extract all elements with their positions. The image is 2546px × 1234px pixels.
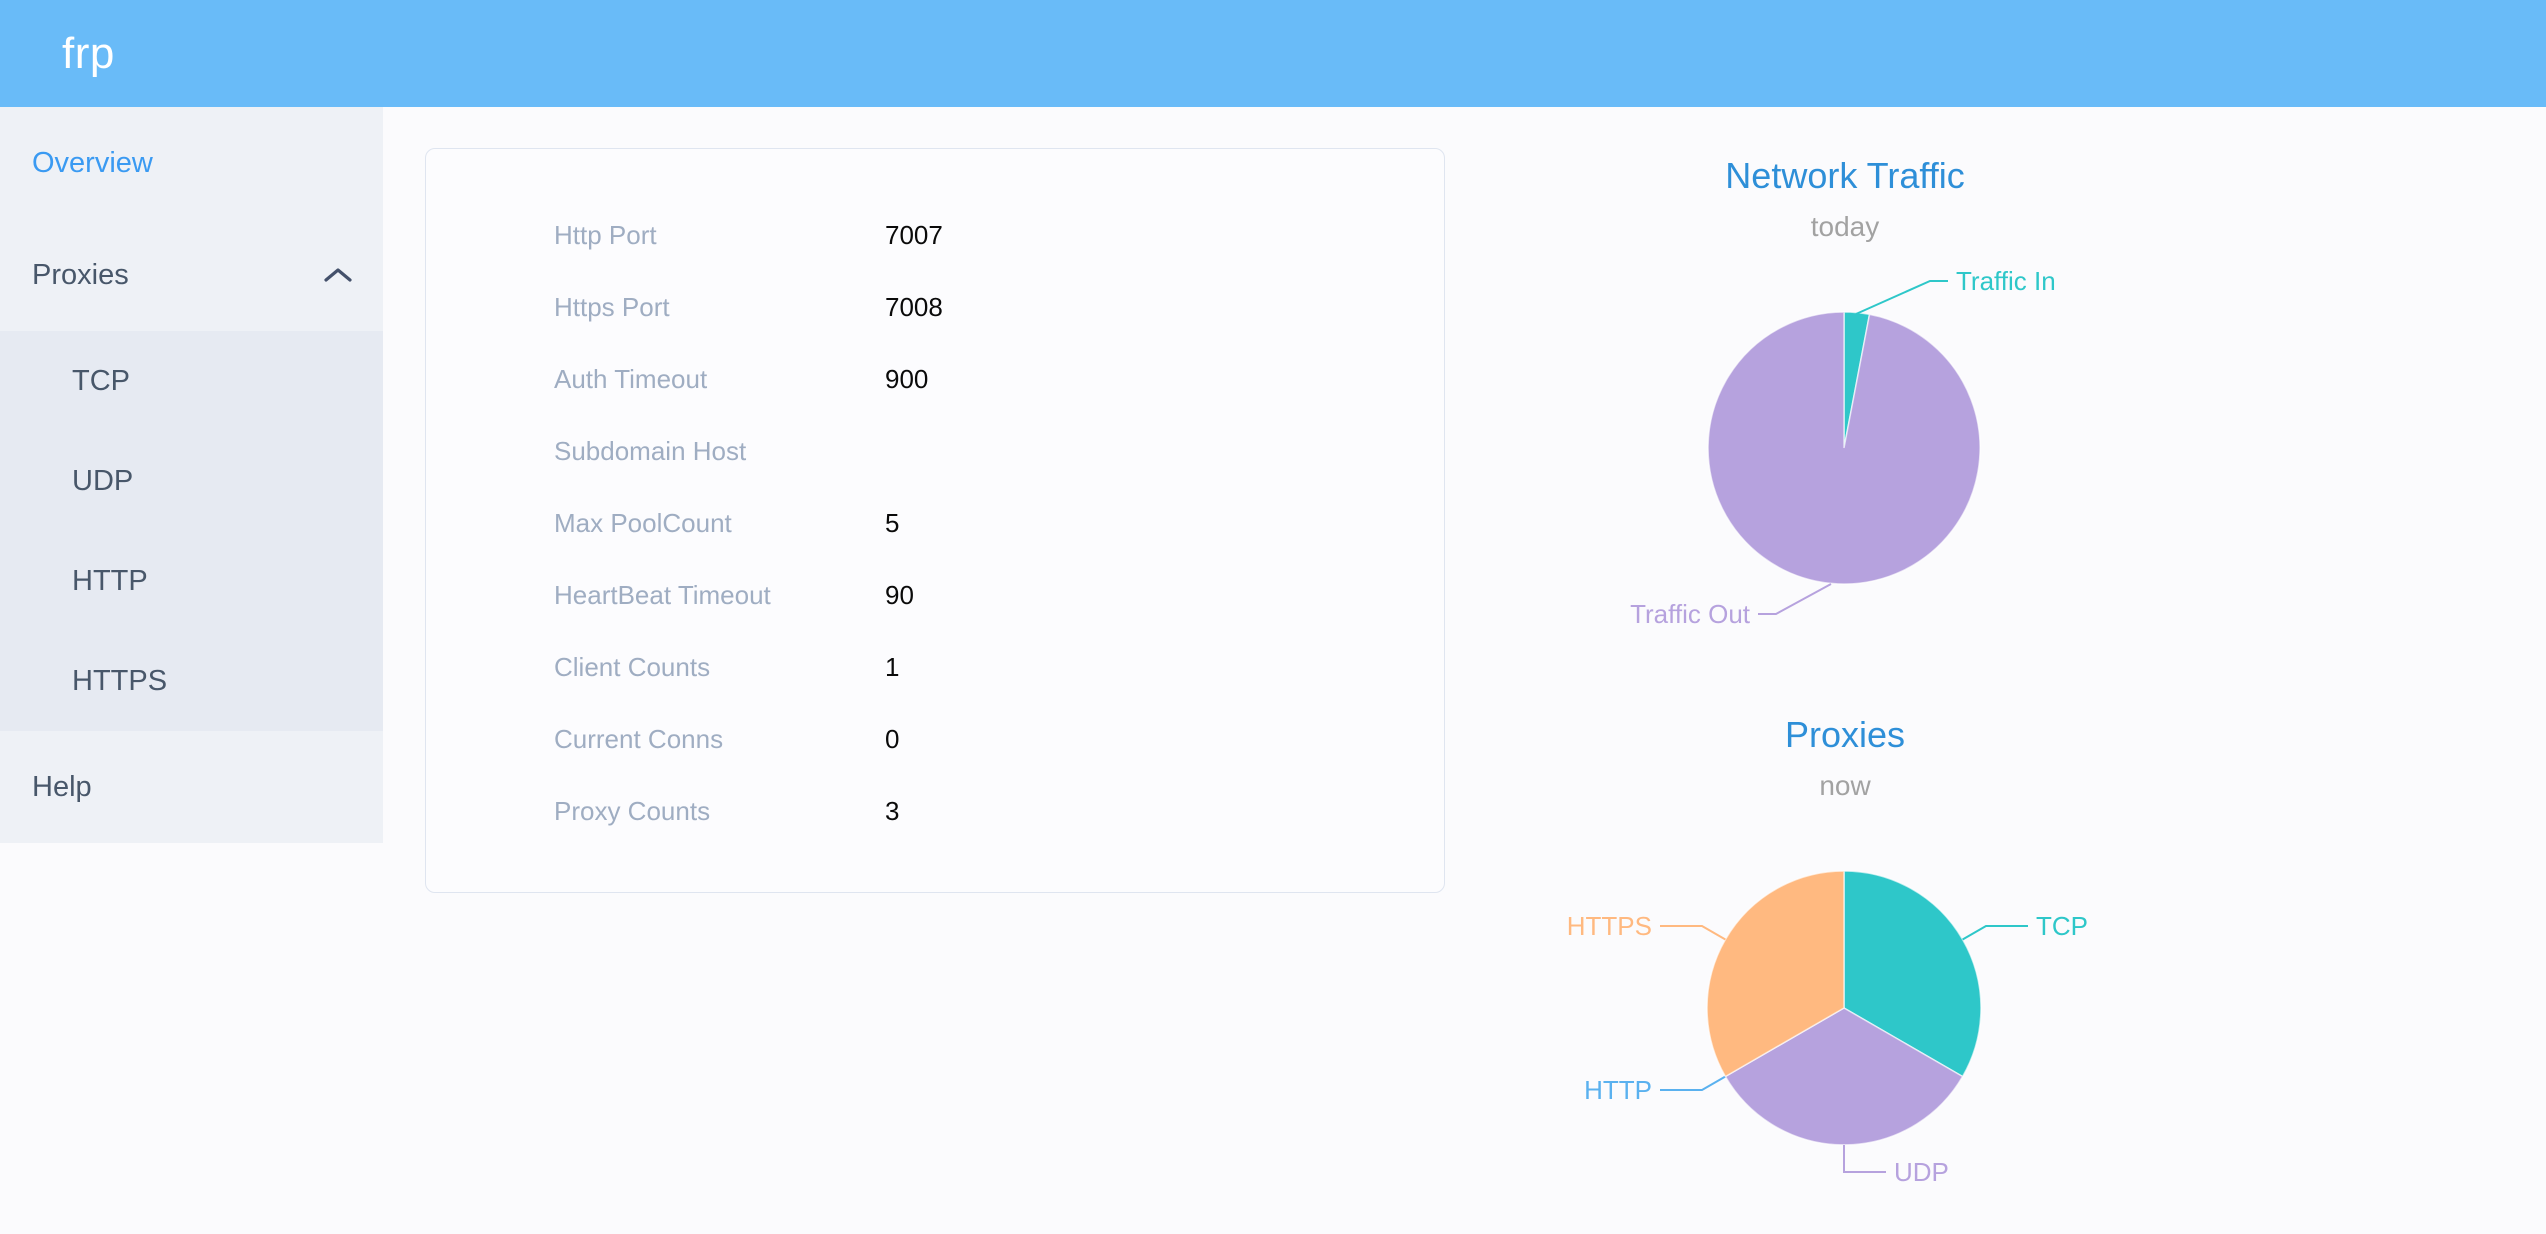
config-row: Client Counts 1 [554,631,1444,703]
config-label: Auth Timeout [554,363,708,394]
config-row: Proxy Counts 3 [554,775,1444,847]
config-row: Http Port 7007 [554,199,1444,271]
sidebar-item-https[interactable]: HTTPS [0,631,383,731]
pie-slice-tcp[interactable] [1843,870,1982,1078]
sidebar-item-help[interactable]: Help [0,731,383,843]
sidebar: Overview Proxies TCP UDP HTTP HTTPS Help [0,107,383,843]
proxies-pie-chart: TCP UDP HTTP HTTPS [1567,870,2088,1187]
config-label: Https Port [554,291,670,322]
chevron-up-icon [324,268,352,282]
label-line-udp [1843,1145,1886,1173]
sidebar-item-label: Overview [32,146,153,179]
config-row: Https Port 7008 [554,271,1444,343]
config-row: Max PoolCount 5 [554,487,1444,559]
config-label: Http Port [554,219,657,250]
config-row: HeartBeat Timeout 90 [554,559,1444,631]
sidebar-item-udp[interactable]: UDP [0,431,383,531]
sidebar-item-label: HTTPS [72,664,168,697]
pie-slice-traffic-out[interactable] [1707,311,1981,585]
label-line-tcp [1962,925,2028,941]
app-logo: frp [62,28,115,78]
pie-slice-https[interactable] [1706,870,1845,1078]
config-value: 7007 [885,219,943,250]
pie-label-tcp: TCP [2036,911,2088,941]
pie-label-traffic-out: Traffic Out [1630,599,1751,629]
label-line-traffic-out [1758,583,1832,615]
config-value: 3 [885,795,900,826]
pie-label-http: HTTP [1584,1075,1652,1105]
network-traffic-chart-subtitle: today [1810,211,1880,242]
sidebar-item-proxies[interactable]: Proxies [0,219,383,331]
sidebar-item-tcp[interactable]: TCP [0,331,383,431]
config-label: Max PoolCount [554,507,732,538]
config-row: Subdomain Host [554,415,1444,487]
sidebar-item-label: Help [32,770,92,803]
config-value: 900 [885,363,929,394]
config-label: HeartBeat Timeout [554,579,771,610]
sidebar-item-http[interactable]: HTTP [0,531,383,631]
proxies-chart-title: Proxies [1784,714,1906,755]
network-traffic-chart-title: Network Traffic [1725,155,1965,196]
config-label: Proxy Counts [554,795,711,826]
label-line-https [1660,925,1726,941]
pie-slice-udp[interactable] [1724,1007,1964,1146]
config-row: Current Conns 0 [554,703,1444,775]
config-row: Auth Timeout 900 [554,343,1444,415]
sidebar-submenu-proxies: TCP UDP HTTP HTTPS [0,331,383,731]
sidebar-item-label: TCP [72,364,130,397]
config-value: 7008 [885,291,943,322]
pie-label-udp: UDP [1894,1157,1949,1187]
config-label: Subdomain Host [554,435,747,466]
sidebar-item-label: HTTP [72,564,148,597]
config-value: 90 [885,579,914,610]
label-line-traffic-in [1855,280,1948,315]
proxies-chart-subtitle: now [1819,770,1871,801]
sidebar-item-label: UDP [72,464,134,497]
server-config-card: Http Port 7007 Https Port 7008 Auth Timeout 9… [425,148,1445,893]
label-line-http [1660,1075,1726,1091]
app-header: frp [0,0,2546,107]
sidebar-item-overview[interactable]: Overview [0,107,383,219]
config-label: Client Counts [554,651,711,682]
pie-label-traffic-in: Traffic In [1956,266,2056,296]
network-traffic-pie-chart: Traffic In Traffic Out [1630,266,2056,629]
pie-label-https: HTTPS [1567,911,1652,941]
config-label: Current Conns [554,723,724,754]
config-value: 5 [885,507,900,538]
sidebar-item-label: Proxies [32,258,129,291]
config-value: 0 [885,723,900,754]
config-value: 1 [885,651,900,682]
